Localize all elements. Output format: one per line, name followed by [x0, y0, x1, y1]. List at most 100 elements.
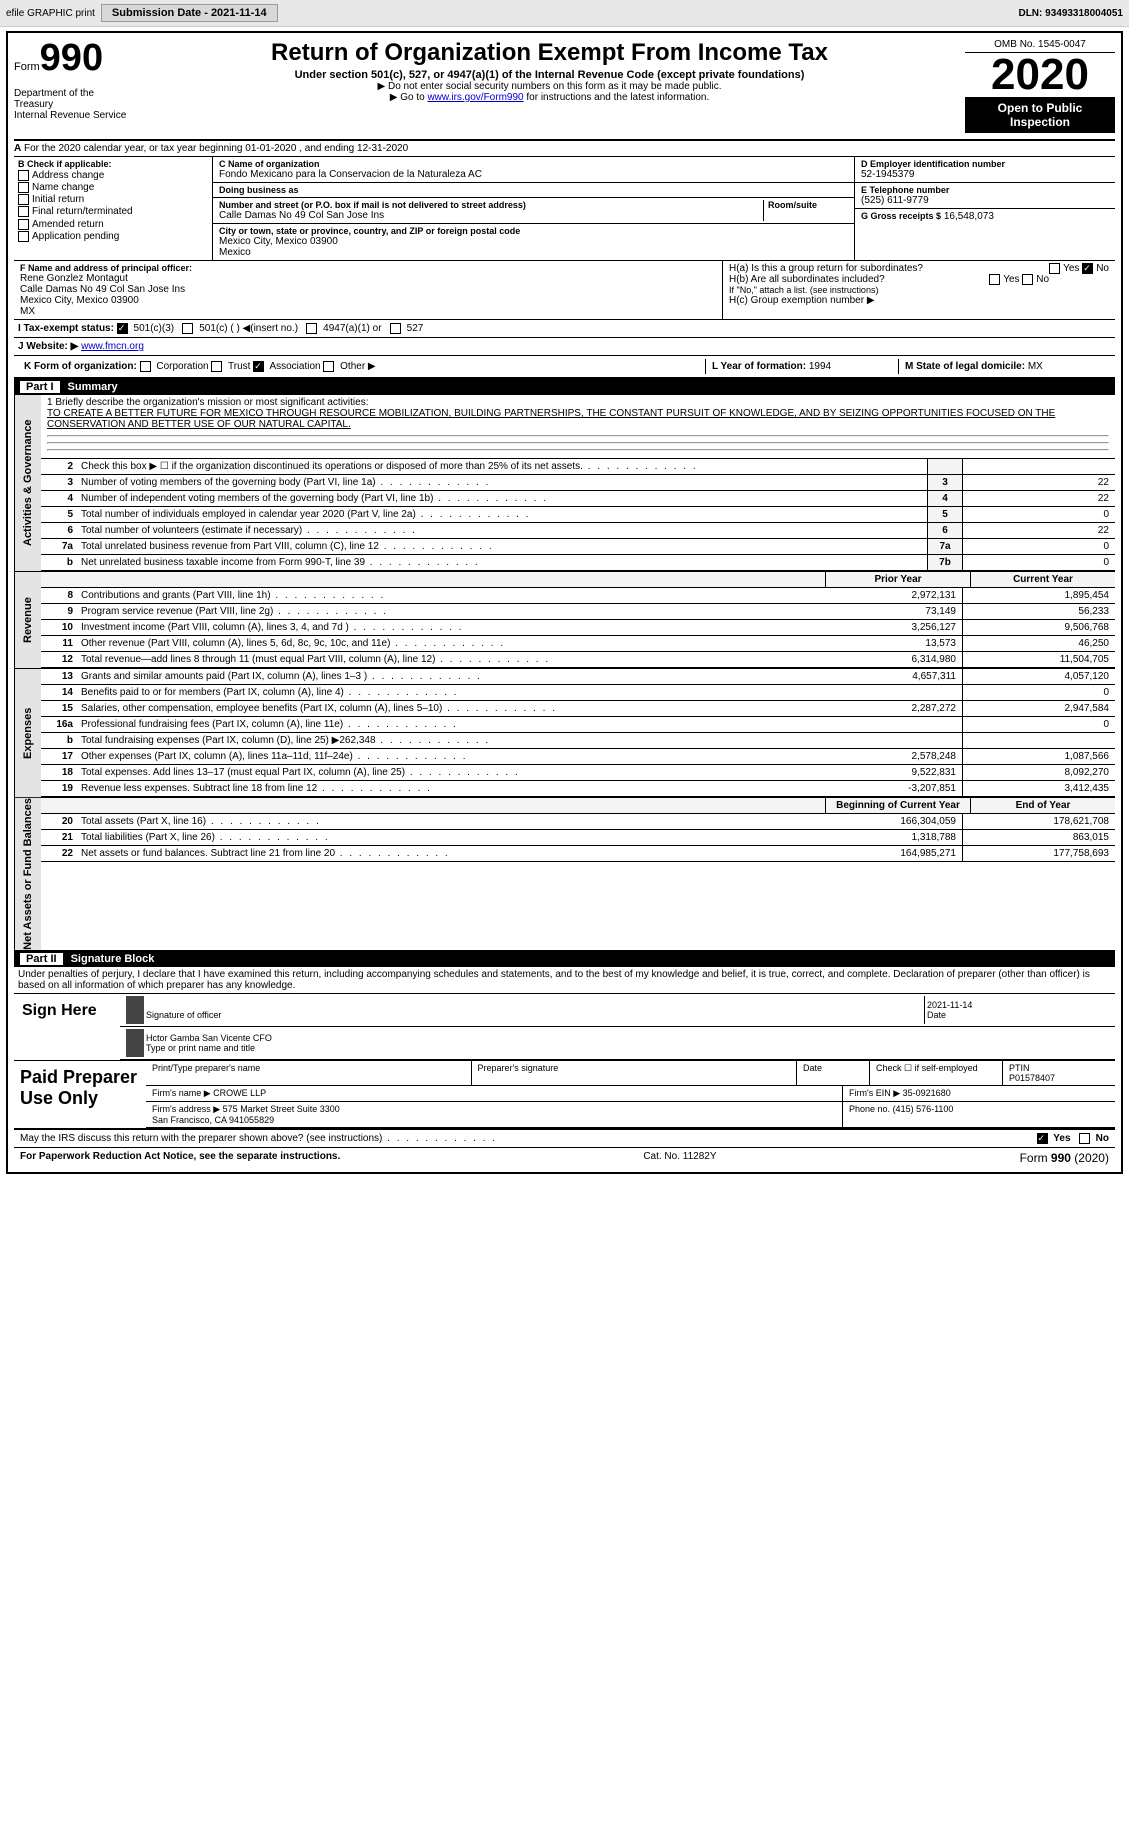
section-f-h: F Name and address of principal officer:…	[14, 260, 1115, 319]
checkbox-initial-return[interactable]	[18, 194, 29, 205]
checkbox-discuss-yes[interactable]	[1037, 1133, 1048, 1144]
checkbox-other[interactable]	[323, 361, 334, 372]
officer-typed-name: Hctor Gamba San Vicente CFO	[146, 1033, 272, 1043]
pra-notice: For Paperwork Reduction Act Notice, see …	[20, 1151, 340, 1165]
street-address: Calle Damas No 49 Col San Jose Ins	[219, 210, 763, 221]
table-row: 8Contributions and grants (Part VIII, li…	[41, 588, 1115, 604]
checkbox-501c3[interactable]	[117, 323, 128, 334]
form-id-footer: Form 990 (2020)	[1020, 1151, 1109, 1165]
checkbox-amended[interactable]	[18, 219, 29, 230]
firm-phone: (415) 576-1100	[893, 1104, 954, 1114]
section-a-tax-year: A For the 2020 calendar year, or tax yea…	[14, 141, 1115, 157]
form-footer: For Paperwork Reduction Act Notice, see …	[14, 1147, 1115, 1168]
paid-preparer-section: Paid Preparer Use Only Print/Type prepar…	[14, 1061, 1115, 1130]
governance-section: Activities & Governance 1 Briefly descri…	[14, 395, 1115, 572]
table-row: 16aProfessional fundraising fees (Part I…	[41, 717, 1115, 733]
table-row: 10Investment income (Part VIII, column (…	[41, 620, 1115, 636]
table-row: bNet unrelated business taxable income f…	[41, 555, 1115, 571]
vlabel-governance: Activities & Governance	[14, 395, 41, 571]
form-title: Return of Organization Exempt From Incom…	[134, 39, 965, 67]
telephone: (525) 611-9779	[861, 195, 1109, 206]
section-j-website: J Website: ▶ www.fmcn.org	[14, 337, 1115, 355]
table-row: 2Check this box ▶ ☐ if the organization …	[41, 459, 1115, 475]
discuss-row: May the IRS discuss this return with the…	[14, 1130, 1115, 1147]
officer-name: Rene Gonzlez Montagut	[20, 273, 716, 284]
org-name: Fondo Mexicano para la Conservacion de l…	[219, 169, 848, 180]
table-row: 15Salaries, other compensation, employee…	[41, 701, 1115, 717]
efile-label: efile GRAPHIC print	[6, 8, 95, 19]
form-subtitle: Under section 501(c), 527, or 4947(a)(1)…	[134, 69, 965, 81]
table-row: 21Total liabilities (Part X, line 26)1,3…	[41, 830, 1115, 846]
revenue-section: Revenue Prior Year Current Year 8Contrib…	[14, 572, 1115, 669]
tax-year: 2020	[965, 53, 1115, 97]
form-header: Form990 Department of the Treasury Inter…	[14, 37, 1115, 141]
vlabel-net-assets: Net Assets or Fund Balances	[14, 798, 41, 950]
table-row: 11Other revenue (Part VIII, column (A), …	[41, 636, 1115, 652]
table-row: 12Total revenue—add lines 8 through 11 (…	[41, 652, 1115, 668]
box-d-e-g: D Employer identification number 52-1945…	[855, 157, 1115, 260]
table-row: 7aTotal unrelated business revenue from …	[41, 539, 1115, 555]
table-row: 3Number of voting members of the governi…	[41, 475, 1115, 491]
ssn-note: ▶ Do not enter social security numbers o…	[134, 81, 965, 92]
table-row: 6Total number of volunteers (estimate if…	[41, 523, 1115, 539]
mission-text: TO CREATE A BETTER FUTURE FOR MEXICO THR…	[47, 408, 1109, 430]
h-c: H(c) Group exemption number ▶	[729, 295, 1109, 306]
checkbox-hb-no[interactable]	[1022, 274, 1033, 285]
table-row: bTotal fundraising expenses (Part IX, co…	[41, 733, 1115, 749]
form-number: 990	[40, 37, 103, 79]
table-row: 22Net assets or fund balances. Subtract …	[41, 846, 1115, 862]
cat-no: Cat. No. 11282Y	[643, 1151, 716, 1165]
ein: 52-1945379	[861, 169, 1109, 180]
checkbox-trust[interactable]	[211, 361, 222, 372]
checkbox-ha-yes[interactable]	[1049, 263, 1060, 274]
submission-date-button[interactable]: Submission Date - 2021-11-14	[101, 4, 278, 22]
checkbox-ha-no[interactable]	[1082, 263, 1093, 274]
checkbox-corp[interactable]	[140, 361, 151, 372]
irs-link[interactable]: www.irs.gov/Form990	[427, 92, 523, 103]
mission-block: 1 Briefly describe the organization's mi…	[41, 395, 1115, 459]
checkbox-hb-yes[interactable]	[989, 274, 1000, 285]
ptin: P01578407	[1009, 1073, 1055, 1083]
table-row: 19Revenue less expenses. Subtract line 1…	[41, 781, 1115, 797]
table-row: 13Grants and similar amounts paid (Part …	[41, 669, 1115, 685]
city-country: Mexico City, Mexico 03900 Mexico	[219, 236, 848, 258]
table-row: 5Total number of individuals employed in…	[41, 507, 1115, 523]
table-row: 9Program service revenue (Part VIII, lin…	[41, 604, 1115, 620]
website-link[interactable]: www.fmcn.org	[81, 341, 144, 352]
firm-ein: 35-0921680	[903, 1088, 951, 1098]
checkbox-name-change[interactable]	[18, 182, 29, 193]
vlabel-expenses: Expenses	[14, 669, 41, 797]
gross-receipts: 16,548,073	[944, 211, 994, 222]
open-to-public: Open to Public Inspection	[965, 97, 1115, 133]
dln-label: DLN: 93493318004051	[1018, 8, 1123, 19]
box-b: B Check if applicable: Address change Na…	[14, 157, 213, 260]
penalties-declaration: Under penalties of perjury, I declare th…	[14, 967, 1115, 994]
checkbox-discuss-no[interactable]	[1079, 1133, 1090, 1144]
part-i-header: Part ISummary	[14, 379, 1115, 395]
h-a: H(a) Is this a group return for subordin…	[729, 263, 1109, 274]
table-row: 14Benefits paid to or for members (Part …	[41, 685, 1115, 701]
table-row: 4Number of independent voting members of…	[41, 491, 1115, 507]
checkbox-final-return[interactable]	[18, 206, 29, 217]
title-block: Return of Organization Exempt From Incom…	[134, 37, 965, 103]
table-row: 18Total expenses. Add lines 13–17 (must …	[41, 765, 1115, 781]
checkbox-address-change[interactable]	[18, 170, 29, 181]
table-row: 20Total assets (Part X, line 16)166,304,…	[41, 814, 1115, 830]
net-assets-section: Net Assets or Fund Balances Beginning of…	[14, 798, 1115, 951]
efile-toolbar: efile GRAPHIC print Submission Date - 20…	[0, 0, 1129, 27]
checkbox-application-pending[interactable]	[18, 231, 29, 242]
form-brand: Form990 Department of the Treasury Inter…	[14, 37, 134, 121]
year-formation: 1994	[809, 361, 831, 372]
year-box: OMB No. 1545-0047 2020 Open to Public In…	[965, 37, 1115, 133]
firm-name: CROWE LLP	[213, 1088, 266, 1098]
part-ii-header: Part IISignature Block	[14, 951, 1115, 967]
signature-section: Sign Here Signature of officer 2021-11-1…	[14, 994, 1115, 1061]
checkbox-501c[interactable]	[182, 323, 193, 334]
checkbox-assoc[interactable]	[253, 361, 264, 372]
vlabel-revenue: Revenue	[14, 572, 41, 668]
checkbox-527[interactable]	[390, 323, 401, 334]
section-b-through-g: B Check if applicable: Address change Na…	[14, 157, 1115, 260]
expenses-section: Expenses 13Grants and similar amounts pa…	[14, 669, 1115, 798]
section-k-l-m: K Form of organization: Corporation Trus…	[14, 355, 1115, 379]
checkbox-4947[interactable]	[306, 323, 317, 334]
